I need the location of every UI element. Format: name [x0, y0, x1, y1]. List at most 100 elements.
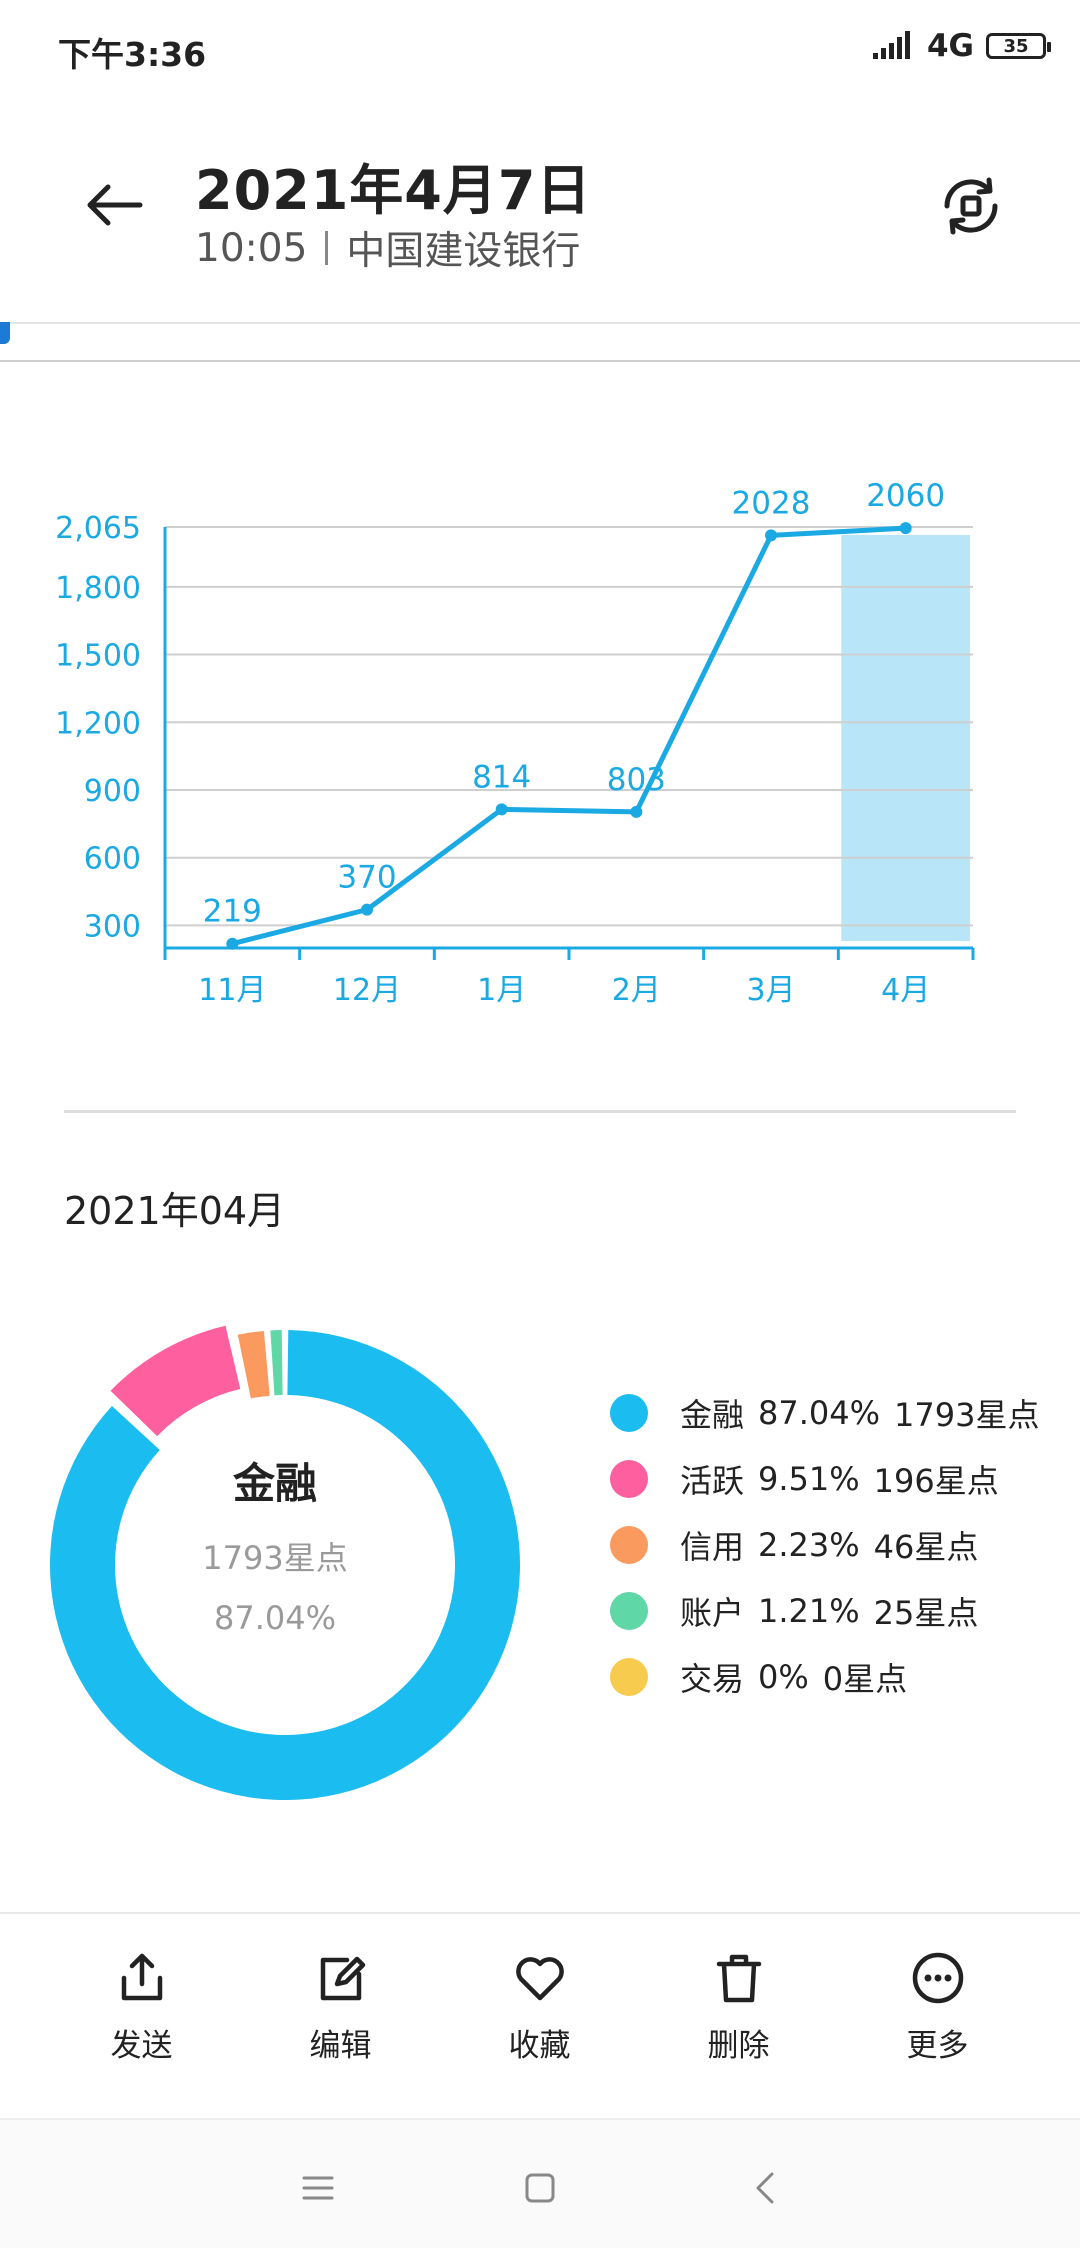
data-point — [495, 803, 508, 816]
y-tick-label: 300 — [84, 909, 141, 944]
rotate-screen-icon[interactable] — [935, 170, 1007, 242]
legend-percent: 0% — [758, 1658, 809, 1696]
edit-icon — [320, 1956, 365, 2001]
legend-dot-icon — [610, 1658, 648, 1696]
x-tick-label: 4月 — [881, 973, 930, 1008]
bank-name: 中国建设银行 — [346, 229, 581, 274]
legend-dot-icon — [610, 1592, 648, 1630]
legend-item: 账户 1.21% 25星点 — [610, 1578, 1070, 1644]
y-tick-label: 2,065 — [55, 511, 141, 546]
donut-center-name: 金融 — [232, 1459, 317, 1508]
data-label: 2028 — [732, 485, 811, 521]
legend-name: 金融 — [680, 1396, 745, 1434]
y-tick-label: 1,200 — [55, 706, 141, 741]
x-tick-label: 2月 — [612, 973, 661, 1008]
x-tick-label: 11月 — [198, 973, 266, 1008]
donut-center-points: 1793星点 — [202, 1539, 348, 1577]
data-label: 803 — [607, 762, 666, 798]
status-bar: 下午3:36 4G 35 — [0, 0, 1080, 96]
y-tick-label: 1,500 — [55, 639, 141, 674]
more-label: 更多 — [906, 2028, 969, 2064]
data-label: 2060 — [866, 478, 945, 514]
data-point — [630, 805, 643, 818]
legend-percent: 2.23% — [758, 1526, 860, 1564]
legend-dot-icon — [610, 1526, 648, 1564]
legend-name: 账户 — [680, 1594, 745, 1632]
legend-dot-icon — [610, 1394, 648, 1432]
signal-icon — [872, 31, 910, 59]
toolbar-divider — [0, 1912, 1080, 1914]
send-button[interactable]: 发送 — [42, 1950, 241, 2080]
legend-name: 交易 — [680, 1660, 745, 1698]
month-label: 2021年04月 — [64, 1189, 286, 1233]
legend-name: 活跃 — [680, 1462, 745, 1500]
page-subtitle: 10:05 中国建设银行 — [195, 220, 580, 276]
menu-icon[interactable] — [298, 2168, 338, 2208]
favorite-label: 收藏 — [508, 2028, 571, 2064]
data-point — [899, 522, 912, 535]
battery-level: 35 — [1003, 35, 1029, 57]
donut-slice — [110, 1325, 241, 1437]
legend-dot-icon — [610, 1460, 648, 1498]
donut-slice — [270, 1330, 283, 1396]
y-tick-label: 1,800 — [55, 571, 141, 606]
edit-label: 编辑 — [309, 2028, 372, 2064]
legend-item: 交易 0% 0星点 — [610, 1644, 1070, 1710]
more-button[interactable]: 更多 — [838, 1950, 1037, 2080]
legend-points: 0星点 — [822, 1660, 908, 1698]
data-point — [361, 903, 373, 916]
points-trend-chart: 300 600 900 1,200 1,500 1,800 2,065 11月 12月 1月 2月 3… — [55, 478, 975, 1008]
battery-icon: 35 — [986, 33, 1051, 59]
category-donut-chart — [49, 1325, 520, 1800]
header-divider — [0, 322, 1080, 324]
legend-percent: 1.21% — [758, 1592, 860, 1630]
data-label: 370 — [337, 860, 396, 896]
y-tick-label: 900 — [84, 774, 141, 809]
back-arrow-icon[interactable] — [80, 170, 150, 240]
trash-icon — [716, 1954, 761, 2003]
donut-center: 金融 1793星点 87.04% — [135, 1450, 415, 1637]
network-type: 4G — [926, 28, 974, 64]
x-tick-label: 12月 — [333, 973, 401, 1008]
legend-item: 活跃 9.51% 196星点 — [610, 1446, 1070, 1512]
system-nav-bar — [0, 2118, 1080, 2248]
bottom-toolbar: 发送 编辑 收藏 删除 更多 — [0, 1950, 1080, 2080]
subtitle-separator — [325, 231, 329, 265]
home-icon[interactable] — [520, 2168, 560, 2208]
legend-points: 25星点 — [873, 1594, 979, 1632]
data-point — [765, 529, 777, 542]
favorite-button[interactable]: 收藏 — [440, 1950, 639, 2080]
donut-slice — [237, 1330, 270, 1399]
more-icon — [912, 1952, 963, 2004]
legend-points: 1793星点 — [894, 1396, 1040, 1434]
legend-points: 46星点 — [873, 1528, 979, 1566]
status-indicators: 4G 35 — [872, 28, 1051, 64]
page-title: 2021年4月7日 — [195, 159, 592, 222]
x-tick-label: 3月 — [746, 973, 795, 1008]
status-time: 下午3:36 — [58, 35, 207, 74]
delete-button[interactable]: 删除 — [639, 1950, 838, 2080]
donut-legend: 金融 87.04% 1793星点 活跃 9.51% 196星点 信用 2.23%… — [610, 1380, 1070, 1710]
back-icon[interactable] — [746, 2168, 786, 2208]
section-divider — [0, 360, 1080, 362]
heart-icon — [515, 1957, 564, 2001]
legend-points: 196星点 — [873, 1462, 999, 1500]
highlight-bar — [841, 534, 970, 941]
series-line — [231, 525, 906, 947]
data-label: 219 — [203, 894, 262, 930]
legend-percent: 87.04% — [758, 1394, 881, 1432]
chart-divider — [64, 1110, 1016, 1113]
share-icon — [121, 1953, 162, 2001]
legend-item: 金融 87.04% 1793星点 — [610, 1380, 1070, 1446]
legend-name: 信用 — [680, 1528, 745, 1566]
legend-percent: 9.51% — [758, 1460, 860, 1498]
scroll-tab-indicator — [0, 322, 10, 344]
send-label: 发送 — [110, 2028, 173, 2064]
x-tick-label: 1月 — [477, 973, 526, 1008]
legend-item: 信用 2.23% 46星点 — [610, 1512, 1070, 1578]
data-point — [226, 937, 239, 950]
donut-center-percent: 87.04% — [213, 1599, 336, 1637]
data-label: 814 — [472, 759, 531, 795]
record-time: 10:05 — [195, 225, 308, 271]
edit-button[interactable]: 编辑 — [241, 1950, 440, 2080]
